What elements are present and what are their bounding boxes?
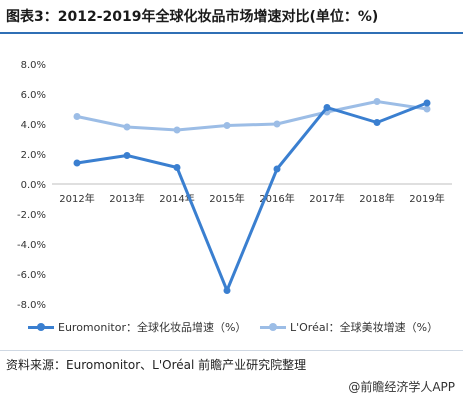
source-divider bbox=[0, 350, 463, 351]
y-tick-label: 8.0% bbox=[21, 60, 46, 71]
legend-swatch-euromonitor bbox=[28, 320, 54, 334]
y-tick-label: 2.0% bbox=[21, 150, 46, 161]
data-point-loreal bbox=[423, 105, 431, 113]
chart-title: 图表3：2012-2019年全球化妆品市场增速对比(单位：%) bbox=[6, 9, 379, 25]
y-tick-label: -8.0% bbox=[17, 300, 46, 311]
y-tick-label: 6.0% bbox=[21, 90, 46, 101]
legend-swatch-loreal bbox=[260, 320, 286, 334]
chart-series bbox=[73, 98, 431, 294]
x-tick-label: 2014年 bbox=[159, 192, 194, 205]
data-point-euromonitor bbox=[323, 104, 331, 111]
data-point-loreal bbox=[223, 122, 231, 129]
x-tick-label: 2016年 bbox=[259, 192, 294, 205]
legend-label-euromonitor: Euromonitor：全球化妆品增速（%） bbox=[58, 321, 247, 334]
x-tick-label: 2012年 bbox=[59, 192, 94, 205]
y-tick-label: -4.0% bbox=[17, 240, 46, 251]
title-divider bbox=[0, 32, 463, 34]
data-point-euromonitor bbox=[123, 152, 131, 159]
x-tick-label: 2015年 bbox=[209, 192, 244, 205]
data-point-euromonitor bbox=[423, 99, 431, 107]
legend-item-loreal: L'Oréal：全球美妆增速（%） bbox=[260, 319, 438, 335]
data-point-euromonitor bbox=[273, 165, 281, 173]
data-point-euromonitor bbox=[373, 119, 381, 126]
chart-legend: Euromonitor：全球化妆品增速（%） L'Oréal：全球美妆增速（%） bbox=[28, 317, 458, 339]
chart-axes: 8.0% 6.0% 4.0% 2.0% 0.0% -2.0% -4.0% -6.0% -8.0%… bbox=[17, 60, 452, 311]
data-point-loreal bbox=[73, 113, 81, 120]
source-note: 资料来源：Euromonitor、L'Oréal 前瞻产业研究院整理 bbox=[6, 358, 307, 372]
line-chart: 8.0% 6.0% 4.0% 2.0% 0.0% -2.0% -4.0% -6.0% -8.0%… bbox=[17, 60, 452, 311]
x-tick-label: 2017年 bbox=[309, 192, 344, 205]
data-point-euromonitor bbox=[173, 164, 181, 171]
data-point-loreal bbox=[173, 126, 181, 134]
y-tick-label: 0.0% bbox=[21, 180, 46, 191]
brand-credit: @前瞻经济学人APP bbox=[348, 380, 455, 394]
x-tick-label: 2018年 bbox=[359, 192, 394, 205]
x-tick-label: 2019年 bbox=[409, 192, 444, 205]
series-line-loreal bbox=[75, 100, 429, 132]
data-point-loreal bbox=[373, 98, 381, 105]
x-tick-label: 2013年 bbox=[109, 192, 144, 205]
data-point-euromonitor bbox=[73, 159, 81, 167]
y-tick-label: -2.0% bbox=[17, 210, 46, 221]
data-point-euromonitor bbox=[223, 287, 231, 294]
data-point-loreal bbox=[273, 120, 281, 128]
y-tick-label: -6.0% bbox=[17, 270, 46, 281]
series-line-euromonitor bbox=[75, 101, 429, 292]
data-point-loreal bbox=[123, 123, 131, 131]
legend-label-loreal: L'Oréal：全球美妆增速（%） bbox=[290, 321, 439, 334]
y-tick-label: 4.0% bbox=[21, 120, 46, 131]
legend-item-euromonitor: Euromonitor：全球化妆品增速（%） bbox=[28, 319, 246, 335]
